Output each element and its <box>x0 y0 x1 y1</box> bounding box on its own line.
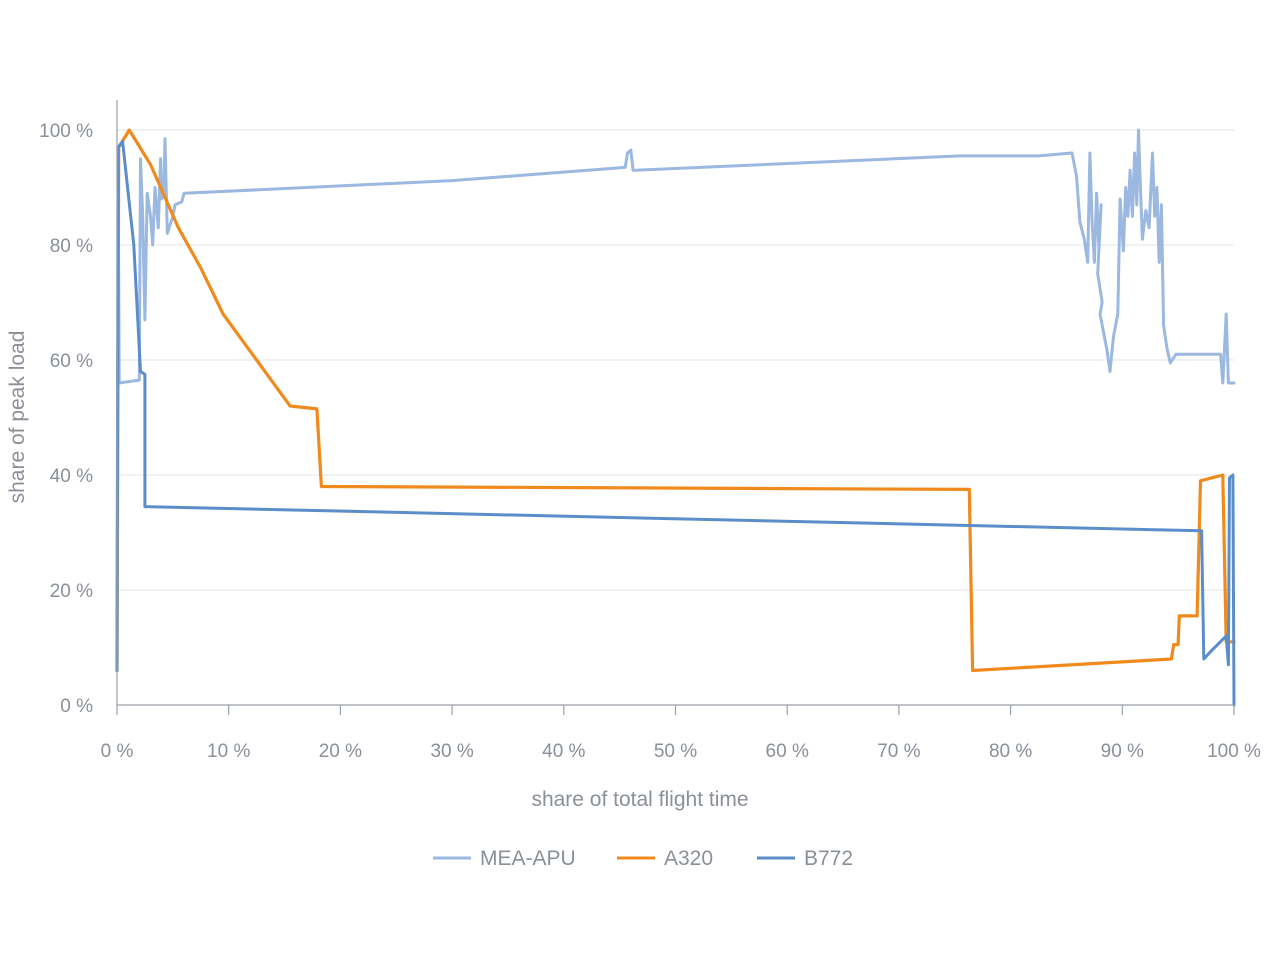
y-tick-label: 20 % <box>50 581 93 602</box>
legend-label-mea-apu: MEA-APU <box>480 847 576 870</box>
axes-layer <box>116 100 1234 706</box>
x-tick-label: 70 % <box>877 741 920 762</box>
y-tick-label: 80 % <box>50 236 93 257</box>
y-axis-title: share of peak load <box>6 331 29 504</box>
y-tick-label: 60 % <box>50 351 93 372</box>
series-layer <box>115 128 1236 707</box>
x-tick-label: 50 % <box>654 741 697 762</box>
x-tick-label: 100 % <box>1207 741 1261 762</box>
x-tick-label: 90 % <box>1101 741 1144 762</box>
legend-label-a320: A320 <box>664 847 713 870</box>
y-tick-label: 40 % <box>50 466 93 487</box>
x-tick-label: 0 % <box>101 741 134 762</box>
y-tick-label: 0 % <box>60 696 93 717</box>
x-tick-label: 80 % <box>989 741 1032 762</box>
x-tick-label: 10 % <box>207 741 250 762</box>
series-line-a320 <box>115 128 1236 673</box>
y-tick-labels: 0 % 20 % 40 % 60 % 80 % 100 % <box>39 121 93 717</box>
grid-layer <box>117 129 1234 591</box>
x-tick-label: 60 % <box>766 741 809 762</box>
legend: MEA-APU A320 B772 <box>433 847 853 870</box>
x-tick-labels: 0 % 10 % 20 % 30 % 40 % 50 % 60 % 70 % 80 % 90 % 1… <box>101 705 1261 762</box>
x-tick-label: 20 % <box>319 741 362 762</box>
series-line-mea-apu <box>116 128 1236 385</box>
x-tick-label: 30 % <box>430 741 473 762</box>
legend-label-b772: B772 <box>804 847 853 870</box>
series-line-b772 <box>115 140 1236 707</box>
x-tick-label: 40 % <box>542 741 585 762</box>
y-tick-label: 100 % <box>39 121 93 142</box>
x-axis-title: share of total flight time <box>531 788 748 811</box>
